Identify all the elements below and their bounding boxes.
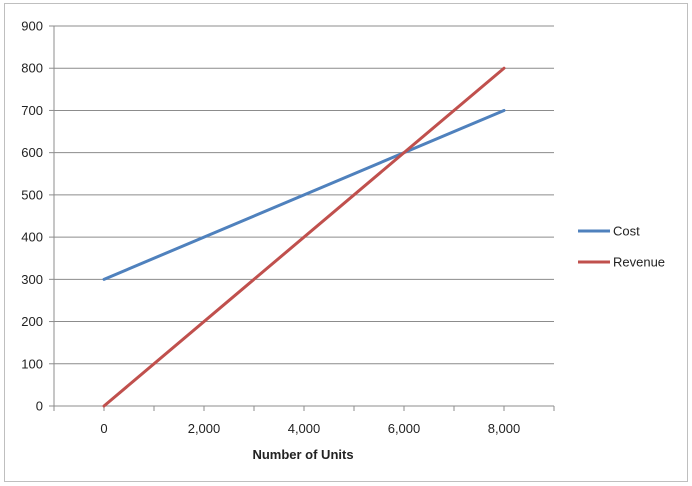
legend-label-cost: Cost: [613, 224, 640, 239]
x-tick-label-4000: 4,000: [288, 421, 321, 436]
x-tick-label-8000: 8,000: [488, 421, 521, 436]
series-lines: [102, 66, 506, 408]
y-tick-label-500: 500: [21, 187, 43, 202]
x-axis-title: Number of Units: [252, 447, 353, 462]
series-line-cost: [102, 108, 506, 281]
y-tick-label-0: 0: [36, 399, 43, 414]
x-tick-label-2000: 2,000: [188, 421, 221, 436]
y-tick-labels: 0 100 200 300 400 500 600 700 800 900: [21, 19, 43, 414]
y-tick-label-600: 600: [21, 145, 43, 160]
chart-frame: [4, 3, 688, 482]
series-line-revenue: [102, 66, 506, 408]
y-tick-label-400: 400: [21, 230, 43, 245]
axes: [49, 25, 555, 411]
y-tick-label-300: 300: [21, 272, 43, 287]
legend-label-revenue: Revenue: [613, 255, 665, 270]
y-tick-label-200: 200: [21, 314, 43, 329]
x-tick-label-0: 0: [100, 421, 107, 436]
x-tick-label-6000: 6,000: [388, 421, 421, 436]
y-tick-label-900: 900: [21, 19, 43, 34]
legend: Cost Revenue: [578, 224, 665, 270]
y-tick-label-100: 100: [21, 356, 43, 371]
y-tick-label-800: 800: [21, 61, 43, 76]
gridlines: [54, 25, 554, 365]
x-tick-labels: 0 2,000 4,000 6,000 8,000: [100, 421, 520, 436]
y-tick-label-700: 700: [21, 103, 43, 118]
